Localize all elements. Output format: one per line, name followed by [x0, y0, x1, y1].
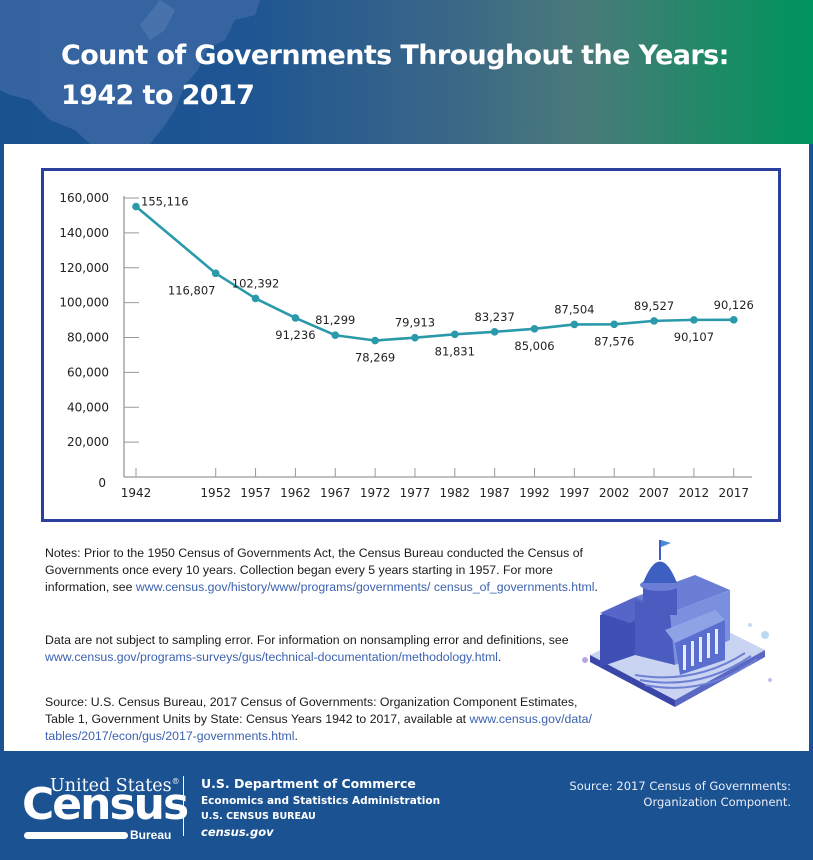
data-point	[132, 202, 140, 211]
y-tick-label: 0	[98, 476, 106, 490]
data-point	[371, 336, 379, 345]
methodology-link[interactable]: www.census.gov/programs-surveys/gus/tech…	[45, 650, 498, 664]
data-point	[251, 294, 260, 303]
x-tick-label: 2002	[599, 486, 630, 500]
x-tick-label: 2012	[679, 486, 710, 500]
data-point	[570, 320, 579, 329]
data-point	[490, 328, 499, 336]
x-tick-label: 1967	[320, 486, 351, 500]
logo-united-states: United States®	[50, 773, 180, 795]
data-label: 90,107	[674, 330, 714, 344]
census-gov-link[interactable]: census.gov	[201, 825, 274, 839]
footer-divider	[183, 776, 184, 836]
data-point	[291, 314, 300, 322]
data-label: 81,831	[435, 344, 475, 358]
note-source-end: .	[294, 729, 298, 743]
x-tick-label: 1977	[400, 486, 431, 500]
y-tick-label: 120,000	[59, 261, 109, 275]
y-tick-label: 100,000	[59, 296, 109, 310]
data-label: 85,006	[514, 339, 554, 353]
x-tick-label: 1997	[559, 486, 590, 500]
logo-underline	[24, 832, 128, 839]
footer-source-line-2: Organization Component.	[643, 795, 791, 809]
x-tick-label: 1987	[479, 486, 510, 500]
data-point	[690, 316, 698, 324]
data-label: 155,116	[141, 195, 189, 209]
note-sampling-end: .	[497, 650, 502, 664]
dept-commerce: U.S. Department of Commerce	[201, 776, 416, 791]
capitol-building-icon	[582, 540, 772, 707]
note-history: Notes: Prior to the 1950 Census of Gover…	[45, 545, 605, 596]
data-point	[211, 269, 220, 278]
data-label: 87,576	[594, 334, 634, 348]
chart-frame: 0 20,000 40,000 60,000 80,000 100,000 120,000 1…	[41, 168, 781, 522]
logo-united-states-text: United States	[50, 775, 172, 796]
data-point	[610, 320, 618, 329]
data-label: 81,299	[315, 313, 355, 327]
note-sampling-text: Data are not subject to sampling error. …	[45, 633, 569, 647]
title-line-1: Count of Governments Throughout the Year…	[61, 40, 729, 71]
x-tick-label: 1972	[360, 486, 391, 500]
data-label: 79,913	[395, 316, 435, 330]
footer-source-line-1: Source: 2017 Census of Governments:	[569, 779, 791, 793]
history-link[interactable]: www.census.gov/history/www/programs/gove…	[135, 580, 595, 594]
data-point	[530, 324, 539, 333]
footer-source: Source: 2017 Census of Governments: Orga…	[569, 778, 791, 810]
data-label: 89,527	[634, 299, 674, 313]
y-tick-label: 80,000	[67, 331, 109, 345]
x-tick-label: 2007	[639, 486, 670, 500]
note-source-text: Source: U.S. Census Bureau, 2017 Census …	[45, 695, 578, 726]
x-tick-label: 1992	[519, 486, 550, 500]
dept-esa: Economics and Statistics Administration	[201, 795, 441, 807]
y-tick-label: 160,000	[59, 191, 109, 205]
footer: United States® Census Bureau U.S. Depart…	[0, 751, 813, 860]
data-label: 90,126	[714, 298, 754, 312]
tables-link[interactable]: www.census.gov/data/ tables/2017/econ/gu…	[45, 712, 592, 743]
data-point	[650, 317, 658, 325]
data-label: 83,237	[475, 310, 515, 324]
department-info: U.S. Department of Commerce Economics an…	[201, 775, 440, 841]
x-tick-label: 1952	[200, 486, 231, 500]
y-tick-label: 40,000	[67, 400, 109, 414]
x-tick-label: 1982	[440, 486, 471, 500]
data-label: 102,392	[232, 276, 280, 290]
data-point	[331, 331, 340, 340]
y-tick-label: 140,000	[59, 226, 109, 240]
x-tick-label: 1957	[240, 486, 271, 500]
us-map-icon	[0, 0, 260, 144]
data-point	[411, 333, 419, 342]
logo-bureau: Bureau	[130, 828, 172, 842]
y-tick-label: 20,000	[67, 435, 109, 449]
note-history-end: .	[594, 580, 598, 594]
data-label: 87,504	[554, 302, 594, 316]
note-source: Source: U.S. Census Bureau, 2017 Census …	[45, 694, 600, 745]
dept-census-bureau: U.S. CENSUS BUREAU	[201, 811, 316, 822]
page-title: Count of Governments Throughout the Year…	[61, 36, 729, 116]
data-point	[451, 330, 459, 339]
registered-mark: ®	[171, 777, 180, 786]
header-banner: Count of Governments Throughout the Year…	[0, 0, 813, 144]
x-tick-label: 1942	[121, 486, 152, 500]
title-line-2: 1942 to 2017	[61, 80, 255, 111]
data-label: 78,269	[355, 351, 395, 365]
data-point	[729, 316, 738, 324]
x-tick-label: 2017	[718, 486, 749, 500]
y-tick-label: 60,000	[67, 365, 109, 379]
note-history-text: Notes: Prior to the 1950 Census of Gover…	[45, 546, 583, 594]
x-tick-label: 1962	[280, 486, 311, 500]
note-sampling: Data are not subject to sampling error. …	[45, 632, 605, 666]
data-label: 91,236	[275, 328, 315, 342]
logo-census: Census	[22, 779, 189, 830]
line-chart: 0 20,000 40,000 60,000 80,000 100,000 120,000 1…	[59, 191, 754, 500]
data-label: 116,807	[168, 283, 216, 297]
